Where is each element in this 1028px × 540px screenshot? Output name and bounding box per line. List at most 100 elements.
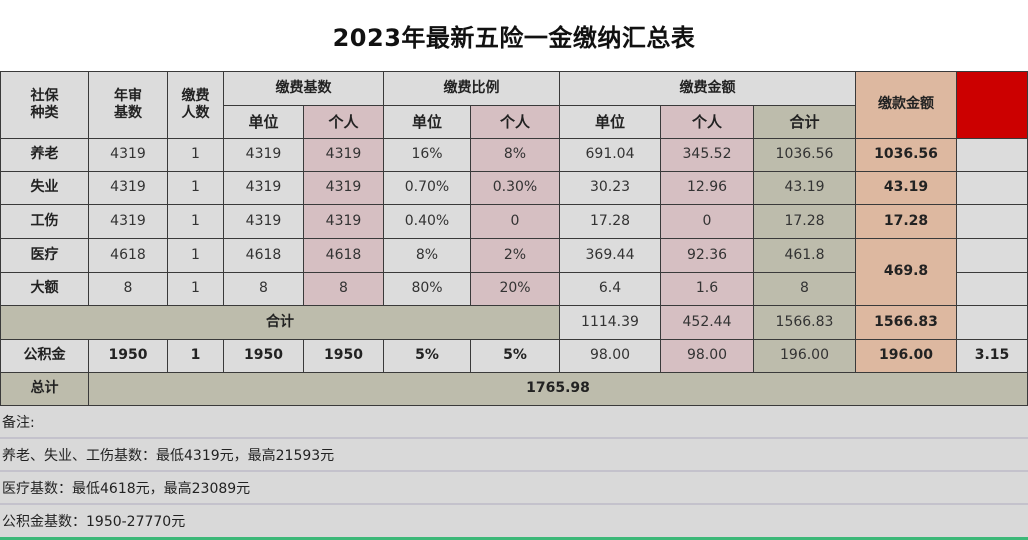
grand-total-value: 1765.98 (88, 372, 1028, 406)
fund-persons: 1 (167, 339, 224, 373)
fund-type: 公积金 (0, 339, 89, 373)
fund-ratio-personal: 5% (470, 339, 560, 373)
row-amt-personal: 345.52 (660, 138, 754, 172)
row-base-unit: 4319 (223, 204, 304, 239)
row-base-unit: 4618 (223, 238, 304, 273)
note-line: 养老、失业、工伤基数：最低4319元，最高21593元 (0, 439, 1028, 472)
row-type: 医疗 (0, 238, 89, 273)
row-annual-base: 4319 (88, 138, 168, 172)
row-amt-total: 1036.56 (753, 138, 856, 172)
row-annual-base: 4618 (88, 238, 168, 273)
row-amt-unit: 17.28 (559, 204, 661, 239)
row-base-personal: 4319 (303, 138, 384, 172)
row-payment-merged: 469.8 (855, 238, 957, 306)
header-type-line2: 种类 (30, 105, 59, 121)
row-payment: 17.28 (855, 204, 957, 239)
row-amt-unit: 691.04 (559, 138, 661, 172)
row-payment: 43.19 (855, 171, 957, 205)
row-annual-base: 4319 (88, 204, 168, 239)
fund-extra: 3.15 (956, 339, 1028, 373)
fund-ratio-unit: 5% (383, 339, 471, 373)
row-amt-personal: 92.36 (660, 238, 754, 273)
row-extra (956, 204, 1028, 239)
selection-bar (0, 537, 1028, 540)
header-annual-base-line1: 年审 (114, 87, 142, 104)
row-extra (956, 238, 1028, 273)
fund-payment: 196.00 (855, 339, 957, 373)
subtotal-extra (956, 305, 1028, 340)
header-persons: 缴费 人数 (167, 71, 224, 139)
row-ratio-personal: 8% (470, 138, 560, 172)
row-ratio-unit: 80% (383, 272, 471, 306)
header-persons-line1: 缴费 (181, 87, 210, 104)
row-amt-total: 17.28 (753, 204, 856, 239)
header-base-unit: 单位 (223, 105, 304, 139)
header-base-group: 缴费基数 (223, 71, 384, 106)
row-persons: 1 (167, 238, 224, 273)
header-type: 社保 种类 (0, 71, 89, 139)
row-extra (956, 138, 1028, 172)
row-extra (956, 272, 1028, 306)
fund-annual-base: 1950 (88, 339, 168, 373)
subtotal-amt-total: 1566.83 (753, 305, 856, 340)
row-ratio-personal: 0.30% (470, 171, 560, 205)
row-base-personal: 4618 (303, 238, 384, 273)
row-amt-personal: 1.6 (660, 272, 754, 306)
fund-amt-total: 196.00 (753, 339, 856, 373)
note-heading: 备注: (0, 406, 1028, 439)
row-type: 失业 (0, 171, 89, 205)
row-type: 工伤 (0, 204, 89, 239)
row-amt-total: 461.8 (753, 238, 856, 273)
row-base-unit: 4319 (223, 171, 304, 205)
header-amt-unit: 单位 (559, 105, 661, 139)
row-annual-base: 4319 (88, 171, 168, 205)
header-persons-line2: 人数 (181, 105, 210, 121)
fund-amt-personal: 98.00 (660, 339, 754, 373)
note-line: 公积金基数：1950-27770元 (0, 505, 1028, 537)
row-base-unit: 8 (223, 272, 304, 306)
fund-amt-unit: 98.00 (559, 339, 661, 373)
row-persons: 1 (167, 138, 224, 172)
row-base-personal: 8 (303, 272, 384, 306)
header-ratio-group: 缴费比例 (383, 71, 560, 106)
header-amt-total: 合计 (753, 105, 856, 139)
row-amt-unit: 6.4 (559, 272, 661, 306)
grand-total-label: 总计 (0, 372, 89, 406)
subtotal-label: 合计 (0, 305, 560, 340)
header-amount-group: 缴费金额 (559, 71, 856, 106)
subtotal-amt-personal: 452.44 (660, 305, 754, 340)
row-ratio-unit: 16% (383, 138, 471, 172)
row-type: 大额 (0, 272, 89, 306)
row-type: 养老 (0, 138, 89, 172)
row-persons: 1 (167, 272, 224, 306)
row-payment: 1036.56 (855, 138, 957, 172)
row-ratio-unit: 8% (383, 238, 471, 273)
page-title: 2023年最新五险一金缴纳汇总表 (332, 24, 696, 52)
header-ratio-unit: 单位 (383, 105, 471, 139)
row-annual-base: 8 (88, 272, 168, 306)
row-ratio-personal: 0 (470, 204, 560, 239)
header-red-cell (956, 71, 1028, 139)
fund-base-personal: 1950 (303, 339, 384, 373)
row-base-personal: 4319 (303, 171, 384, 205)
row-amt-unit: 30.23 (559, 171, 661, 205)
row-ratio-personal: 20% (470, 272, 560, 306)
row-amt-personal: 0 (660, 204, 754, 239)
row-persons: 1 (167, 204, 224, 239)
header-base-personal: 个人 (303, 105, 384, 139)
row-persons: 1 (167, 171, 224, 205)
fund-base-unit: 1950 (223, 339, 304, 373)
row-amt-total: 8 (753, 272, 856, 306)
row-ratio-unit: 0.40% (383, 204, 471, 239)
note-line: 医疗基数：最低4618元，最高23089元 (0, 472, 1028, 505)
row-base-personal: 4319 (303, 204, 384, 239)
row-amt-unit: 369.44 (559, 238, 661, 273)
header-annual-base-line2: 基数 (114, 105, 142, 121)
subtotal-payment: 1566.83 (855, 305, 957, 340)
header-annual-base: 年审 基数 (88, 71, 168, 139)
header-ratio-personal: 个人 (470, 105, 560, 139)
row-amt-personal: 12.96 (660, 171, 754, 205)
row-base-unit: 4319 (223, 138, 304, 172)
subtotal-amt-unit: 1114.39 (559, 305, 661, 340)
row-ratio-personal: 2% (470, 238, 560, 273)
